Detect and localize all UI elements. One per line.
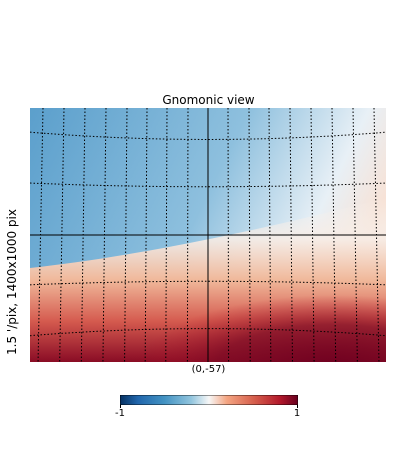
y-axis-label: 1.5 '/pix, 1400x1000 pix — [5, 209, 19, 355]
colorbar-tick-max — [297, 405, 298, 408]
colorbar-max-label: 1 — [293, 408, 301, 419]
colorbar — [120, 395, 298, 405]
gnomonic-map — [30, 108, 386, 362]
graticule-parallels — [30, 131, 386, 337]
graticule-parallel — [30, 182, 386, 188]
graticule-parallel — [30, 280, 386, 286]
graticule-parallel — [30, 328, 386, 337]
colorbar-tick-min — [120, 405, 121, 408]
graticule-parallel — [30, 131, 386, 140]
center-coordinate-label: (0,-57) — [191, 364, 226, 375]
colorbar-min-label: -1 — [115, 408, 125, 419]
chart-title: Gnomonic view — [162, 93, 255, 107]
